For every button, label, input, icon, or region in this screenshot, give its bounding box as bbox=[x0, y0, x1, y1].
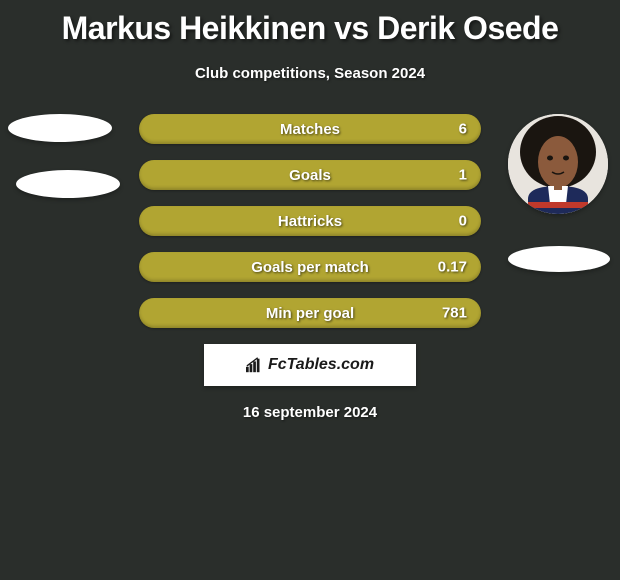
right-player-group bbox=[508, 114, 610, 272]
logo-content: FcTables.com bbox=[246, 356, 374, 374]
stat-label: Hattricks bbox=[278, 213, 342, 230]
left-country-flag-placeholder bbox=[16, 170, 120, 198]
stat-bar-matches: Matches 6 bbox=[139, 114, 481, 144]
stat-value: 0 bbox=[459, 213, 467, 230]
content-area: Matches 6 Goals 1 Hattricks 0 Goals per … bbox=[0, 114, 620, 421]
stat-value: 1 bbox=[459, 167, 467, 184]
stat-bar-goals: Goals 1 bbox=[139, 160, 481, 190]
stat-bar-hattricks: Hattricks 0 bbox=[139, 206, 481, 236]
player-face-icon bbox=[508, 114, 608, 214]
subtitle: Club competitions, Season 2024 bbox=[0, 65, 620, 82]
stat-bar-min-per-goal: Min per goal 781 bbox=[139, 298, 481, 328]
stat-label: Goals bbox=[289, 167, 331, 184]
date-text: 16 september 2024 bbox=[0, 404, 620, 421]
stat-label: Min per goal bbox=[266, 305, 354, 322]
stat-bar-goals-per-match: Goals per match 0.17 bbox=[139, 252, 481, 282]
left-player-avatar-placeholder bbox=[8, 114, 112, 142]
logo-text: FcTables.com bbox=[268, 356, 374, 374]
stat-label: Matches bbox=[280, 121, 340, 138]
stat-value: 6 bbox=[459, 121, 467, 138]
left-player-group bbox=[8, 114, 120, 198]
stat-label: Goals per match bbox=[251, 259, 369, 276]
stat-value: 0.17 bbox=[438, 259, 467, 276]
chart-icon bbox=[246, 357, 264, 373]
stats-container: Matches 6 Goals 1 Hattricks 0 Goals per … bbox=[139, 114, 481, 328]
stat-value: 781 bbox=[442, 305, 467, 322]
logo-box: FcTables.com bbox=[204, 344, 416, 386]
right-country-flag-placeholder bbox=[508, 246, 610, 272]
page-title: Markus Heikkinen vs Derik Osede bbox=[0, 0, 620, 47]
right-player-avatar bbox=[508, 114, 608, 214]
